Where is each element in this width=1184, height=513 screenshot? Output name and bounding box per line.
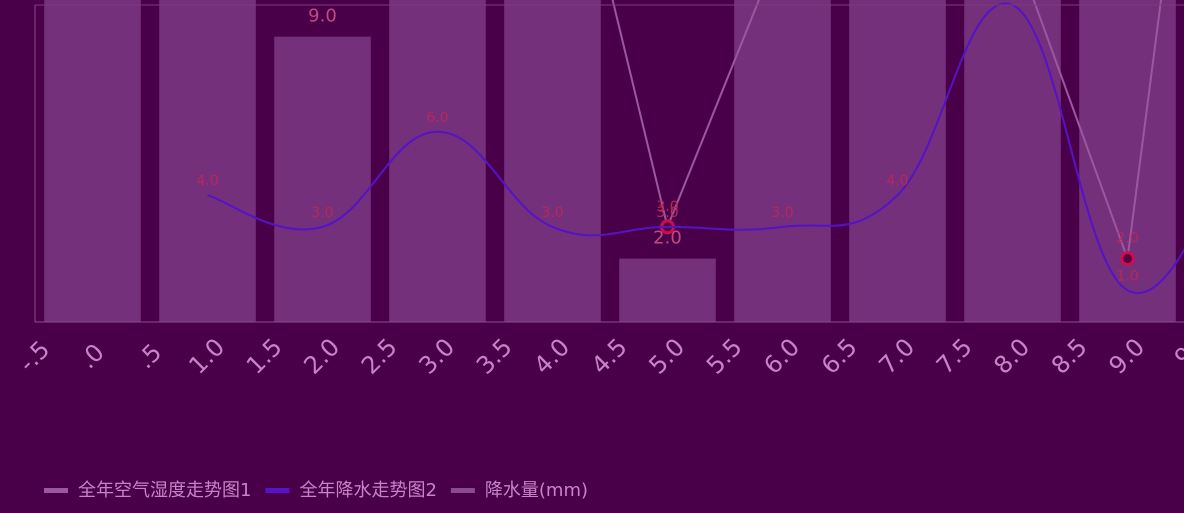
line-value-label: 3.0 [656,205,678,221]
legend-label: 降水量(mm) [485,480,588,501]
legend-swatch [450,488,475,493]
bar [1079,0,1176,322]
plot-area: 9.02.03.02.04.03.06.03.0 3.0 3.04.01.0 [44,0,1184,322]
bar [964,0,1061,322]
line-value-label: 1.0 [1116,268,1138,284]
legend-swatch [44,488,68,493]
bar [619,258,716,322]
line-point [1120,251,1135,267]
legend-label: 全年降水走势图2 [299,480,436,501]
line-value-label: 3.0 [771,205,793,221]
line-value-label: 3.0 [656,199,678,215]
line-value-label: 6.0 [426,110,448,126]
bar [389,0,486,322]
bar [159,0,256,322]
line-value-label: 2.0 [1116,231,1138,247]
line-value-label: 4.0 [196,173,218,189]
bar [849,0,946,322]
bar [274,36,371,322]
line-value-label: 3.0 [311,205,333,221]
bar [44,0,141,322]
legend-label: 全年空气湿度走势图1 [78,480,251,501]
legend: 全年空气湿度走势图1 全年降水走势图2 降水量(mm) [44,480,588,501]
line-value-label: 4.0 [886,173,908,189]
legend-swatch [265,488,290,493]
line-value-label: 3.0 [541,205,563,221]
bar [734,0,831,322]
bar-value-label: 9.0 [308,6,337,27]
bar-value-label: 2.0 [653,228,682,249]
bar [504,0,601,322]
curve-series [207,2,1184,295]
